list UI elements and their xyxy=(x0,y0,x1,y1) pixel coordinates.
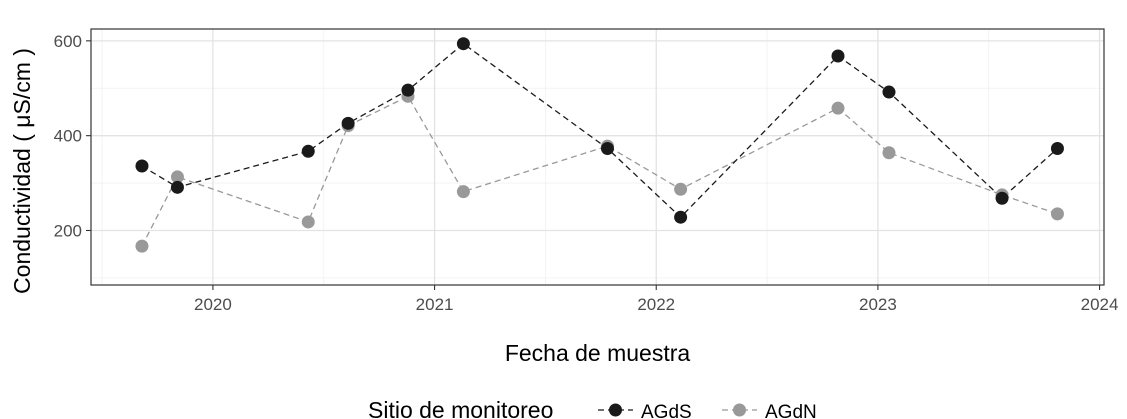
x-axis-title: Fecha de muestra xyxy=(505,340,691,366)
legend-title: Sitio de monitoreo xyxy=(368,397,553,419)
data-point-agds xyxy=(301,144,315,158)
data-point-agdn xyxy=(456,185,470,199)
data-point-agds xyxy=(831,49,845,63)
data-point-agds xyxy=(401,83,415,97)
x-tick-label: 2021 xyxy=(416,295,454,314)
axes: 2020 2021 2022 2023 2024 200 400 600 xyxy=(54,32,1119,314)
data-point-agds xyxy=(995,191,1009,205)
legend-items: AGdS AGdN xyxy=(598,402,817,419)
data-point-agds xyxy=(882,85,896,99)
y-tick-label: 600 xyxy=(54,32,82,51)
data-point-agds xyxy=(1050,141,1064,155)
legend-label: AGdN xyxy=(765,402,817,419)
series-line-agds xyxy=(141,42,1058,219)
grid xyxy=(91,29,1104,285)
y-axis-title: Conductividad ( μS/cm ) xyxy=(9,48,35,294)
data-point-agds xyxy=(600,141,614,155)
data-point-agdn xyxy=(301,215,315,229)
legend: Sitio de monitoreo AGdS AGdN xyxy=(368,397,817,419)
series-layer xyxy=(135,37,1064,253)
data-point-agdn xyxy=(170,170,184,184)
data-point-agds xyxy=(170,180,184,194)
x-tick-label: 2020 xyxy=(194,295,232,314)
data-point-agds xyxy=(341,116,355,130)
data-point-agds xyxy=(135,159,149,173)
y-tick-label: 200 xyxy=(54,221,82,240)
x-tick-label: 2024 xyxy=(1081,295,1119,314)
x-tick-label: 2022 xyxy=(637,295,675,314)
data-point-agdn xyxy=(674,182,688,196)
y-tick-label: 400 xyxy=(54,127,82,146)
panel-border xyxy=(90,28,1105,286)
x-tick-label: 2023 xyxy=(859,295,897,314)
legend-label: AGdS xyxy=(641,402,692,419)
legend-key-point xyxy=(733,403,746,417)
legend-item-agds: AGdS xyxy=(598,402,692,419)
legend-key-point xyxy=(609,403,622,417)
series-line-agdn xyxy=(141,95,1058,247)
data-point-agdn xyxy=(882,146,896,160)
legend-item-agdn: AGdN xyxy=(722,402,817,419)
data-point-agdn xyxy=(831,101,845,115)
data-point-agdn xyxy=(135,239,149,253)
data-point-agdn xyxy=(1050,207,1064,221)
data-point-agds xyxy=(456,37,470,51)
data-point-agds xyxy=(674,210,688,224)
